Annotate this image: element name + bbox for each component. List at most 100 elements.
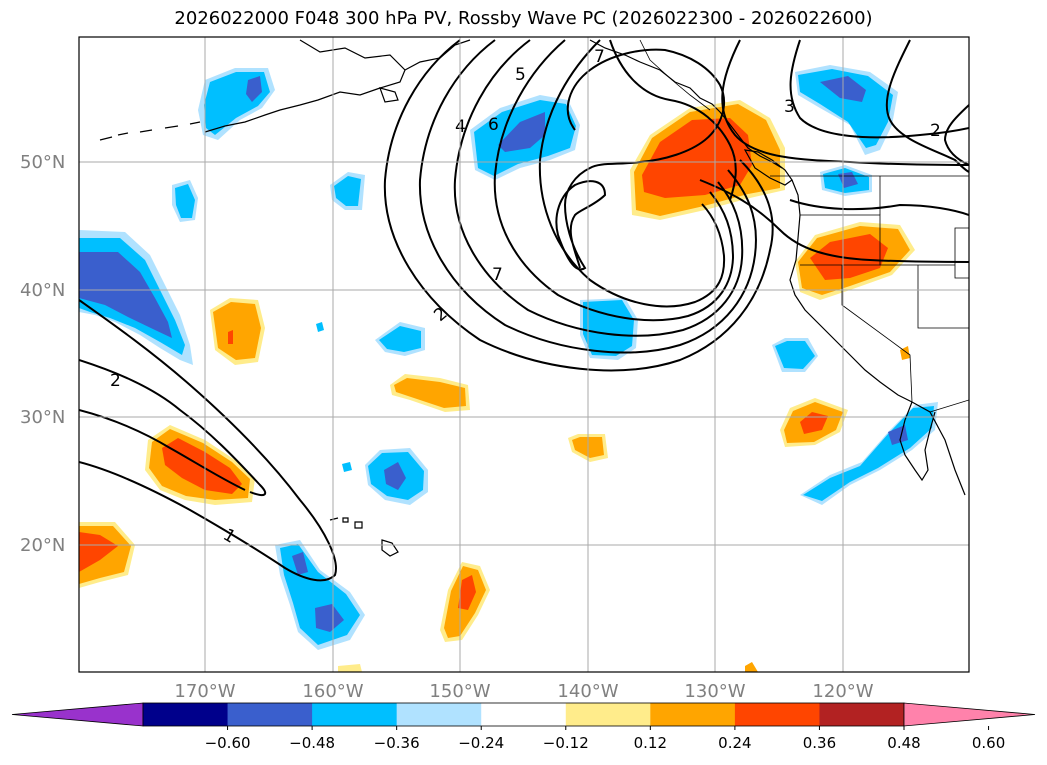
contours: [79, 39, 969, 582]
colorbar-tick-label: −0.60: [205, 734, 251, 752]
anomaly-180-red: [79, 532, 118, 572]
colorbar-extend-high: [903, 702, 1036, 727]
anomaly-bottom-orange: [338, 664, 362, 672]
contour-1b: [418, 39, 757, 354]
contour-inner: [555, 48, 725, 271]
colorbar-segment: [143, 703, 229, 726]
lon-label-120w: 120°W: [812, 681, 873, 702]
political-borders: [639, 39, 969, 413]
lat-label-20n: 20°N: [20, 535, 65, 556]
map-content: 1 2 3 4 5 6 7 2 7 1 2: [79, 37, 969, 672]
anomaly-168w-orange: [213, 302, 261, 360]
positive-anomaly-blobs: [79, 100, 915, 672]
contour-r6: [789, 199, 969, 216]
anomaly-west-royal: [79, 252, 172, 338]
colorbar-tick-label: 0.60: [972, 734, 1005, 752]
contour-r5: [699, 179, 969, 263]
anomaly-nevada-red: [810, 234, 888, 280]
anomaly-tiny-2: [342, 462, 352, 472]
anomaly-154w-b: [379, 326, 421, 352]
lon-label-160w: 160°W: [302, 681, 363, 702]
colorbar-segment: [481, 703, 567, 726]
anomaly-138w-cyan: [583, 300, 634, 356]
colorbar-tick-label: 0.12: [634, 734, 667, 752]
colorbar-segment: [734, 703, 820, 726]
negative-anomaly-blobs: [79, 65, 938, 650]
coast-baja: [899, 401, 936, 482]
lon-labels: 170°W 160°W 150°W 140°W 130°W 120°W: [174, 681, 873, 702]
contour-1e: [538, 39, 726, 308]
coast-alaska-se: [589, 39, 783, 169]
colorbar-tick-label: 0.24: [718, 734, 751, 752]
anomaly-160w-royal2: [315, 604, 344, 632]
anomaly-aleutian-royal: [246, 76, 262, 102]
lat-label-30n: 30°N: [20, 407, 65, 428]
anomaly-168w-red: [228, 330, 233, 344]
colorbar: −0.60 −0.48 −0.36 −0.24 −0.12 0.12 0.24 0.36 0.4…: [11, 702, 1036, 752]
border-state-3: [841, 265, 913, 403]
coast-hawaii-2: [329, 517, 363, 529]
contour-l2: [79, 359, 267, 497]
contour-ring: [609, 39, 737, 201]
contour-r1: [721, 39, 969, 166]
border-state-4: [917, 265, 969, 329]
contour-r4: [943, 104, 969, 166]
contour-label-11: 2: [930, 121, 941, 141]
contour-r3: [885, 39, 969, 173]
colorbar-segment: [650, 703, 736, 726]
contour-label-5: 5: [515, 65, 526, 85]
colorbar-segment: [312, 703, 398, 726]
anomaly-152w-orange: [394, 378, 466, 408]
lon-label-140w: 140°W: [557, 681, 618, 702]
border-us-mexico: [929, 399, 969, 413]
anomaly-160w-royal1: [292, 552, 308, 575]
anomaly-123w-35n-b: [775, 341, 815, 369]
contour-l1: [79, 299, 337, 582]
anomaly-gulf-alaska-red: [642, 118, 752, 198]
contour-1a: [383, 39, 774, 372]
anomaly-tiny: [316, 322, 324, 332]
map-frame: [78, 36, 970, 673]
anomaly-bottom-orange2: [745, 662, 758, 672]
anomaly-ne-cyan: [798, 69, 893, 148]
coast-aleutians: [99, 121, 201, 141]
contour-r2: [789, 39, 969, 139]
lon-label-170w: 170°W: [174, 681, 235, 702]
coast-hawaii-1: [381, 539, 399, 557]
map-title: 2026022000 F048 300 hPa PV, Rossby Wave …: [174, 8, 873, 29]
colorbar-segment: [819, 703, 905, 726]
colorbar-segment: [396, 703, 482, 726]
colorbar-extend-low: [11, 702, 144, 727]
lat-label-50n: 50°N: [20, 152, 65, 173]
colorbar-tick-label: −0.48: [289, 734, 335, 752]
anomaly-150w-royal: [384, 462, 406, 490]
contour-label-7: 7: [492, 265, 503, 285]
anomaly-small-2b: [334, 176, 361, 206]
colorbar-segment: [565, 703, 651, 726]
coast-kodiak: [379, 87, 399, 103]
lat-label-40n: 40°N: [20, 280, 65, 301]
border-alaska-canada: [639, 39, 711, 111]
lon-label-130w: 130°W: [684, 681, 745, 702]
contour-label-3: 3: [784, 97, 795, 117]
coast-alaska: [204, 39, 406, 133]
contour-label-9: 7: [594, 47, 605, 67]
colorbar-tick-label: 0.48: [887, 734, 920, 752]
contour-l3: [79, 409, 246, 491]
gridlines: [79, 37, 969, 672]
lon-label-150w: 150°W: [429, 681, 490, 702]
anomaly-small-1b: [175, 184, 195, 218]
colorbar-tick-label: −0.24: [458, 734, 504, 752]
contour-1d: [493, 39, 735, 322]
contour-label-2: 2: [110, 371, 121, 391]
colorbar-tick-label: −0.36: [374, 734, 420, 752]
anomaly-center-royal: [498, 112, 545, 152]
contour-label-6: 6: [488, 115, 499, 135]
anomaly-150w-15n-red: [458, 575, 476, 610]
colorbar-tick-label: −0.12: [543, 734, 589, 752]
lat-labels: 50°N 40°N 30°N 20°N: [20, 152, 65, 556]
colorbar-segment: [227, 703, 313, 726]
border-state-1: [800, 214, 955, 266]
colorbar-tick-label: 0.36: [803, 734, 836, 752]
